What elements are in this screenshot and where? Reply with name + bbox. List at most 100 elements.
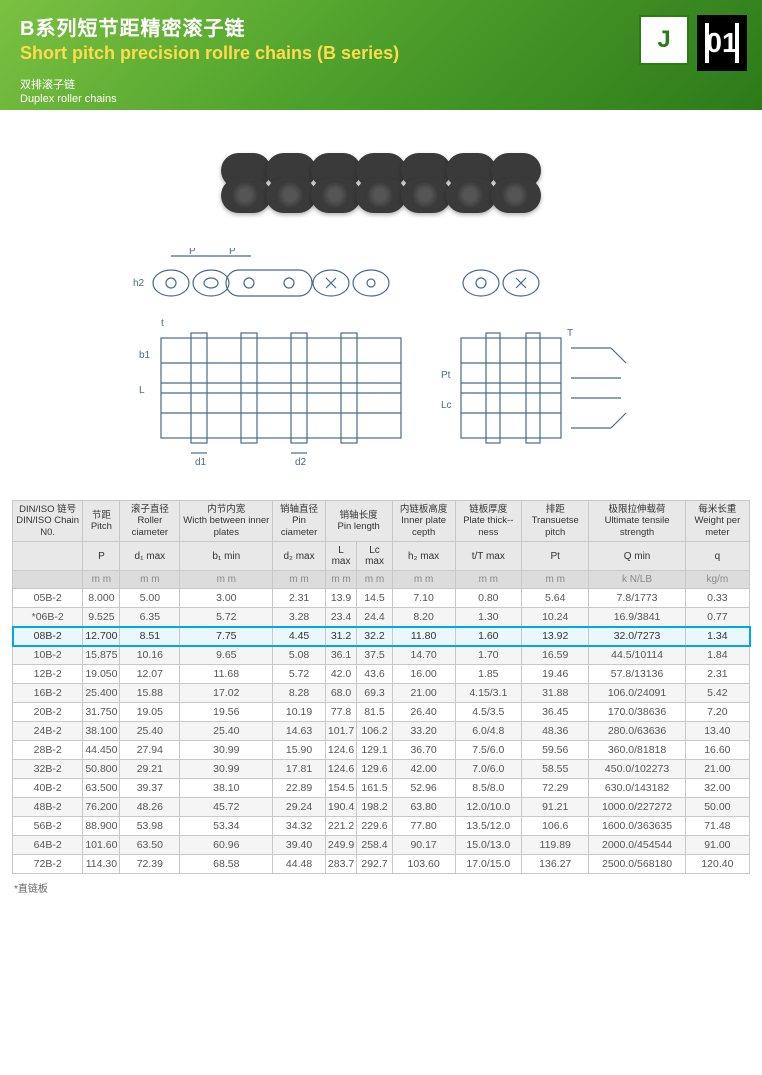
col-unit-10: k N/LB [589, 571, 685, 589]
table-row: 72B-2114.3072.3968.5844.48283.7292.7103.… [13, 855, 750, 874]
table-cell: 10.19 [273, 703, 325, 722]
table-cell: 72.39 [120, 855, 180, 874]
dim-p1: P [189, 248, 196, 257]
table-cell: 0.33 [685, 589, 749, 608]
table-cell: 77.8 [325, 703, 357, 722]
table-cell: 13.9 [325, 589, 357, 608]
table-cell: 15.88 [120, 684, 180, 703]
table-cell: 29.24 [273, 798, 325, 817]
table-cell: 10.16 [120, 646, 180, 665]
table-cell: 190.4 [325, 798, 357, 817]
table-cell: 37.5 [357, 646, 392, 665]
table-cell: 1000.0/227272 [589, 798, 685, 817]
table-cell: 36.1 [325, 646, 357, 665]
table-cell: 44.48 [273, 855, 325, 874]
table-cell: 57.8/13136 [589, 665, 685, 684]
col-symbol-7: h₂ max [392, 542, 455, 571]
table-row: 64B-2101.6063.5060.9639.40249.9258.490.1… [13, 836, 750, 855]
col-header-5: 销轴长度Pin length [325, 501, 392, 542]
table-cell: 19.050 [83, 665, 120, 684]
table-cell: 72B-2 [13, 855, 83, 874]
table-cell: 42.0 [325, 665, 357, 684]
table-cell: 33.20 [392, 722, 455, 741]
table-cell: 10.24 [522, 608, 589, 627]
table-cell: 48.26 [120, 798, 180, 817]
table-cell: 2000.0/454544 [589, 836, 685, 855]
table-cell: 9.525 [83, 608, 120, 627]
table-cell: 16B-2 [13, 684, 83, 703]
table-cell: 1.70 [455, 646, 521, 665]
col-unit-8: m m [455, 571, 521, 589]
col-unit-7: m m [392, 571, 455, 589]
table-cell: 229.6 [357, 817, 392, 836]
table-cell: 1.30 [455, 608, 521, 627]
diagram-section: P P h2 d1 d2 b1 L t [0, 110, 762, 500]
table-cell: 0.80 [455, 589, 521, 608]
table-cell: 68.58 [180, 855, 273, 874]
table-cell: 68.0 [325, 684, 357, 703]
col-symbol-3: b₁ min [180, 542, 273, 571]
table-row: 08B-212.7008.517.754.4531.232.211.801.60… [13, 627, 750, 646]
table-cell: 52.96 [392, 779, 455, 798]
table-cell: 8.5/8.0 [455, 779, 521, 798]
table-cell: 32B-2 [13, 760, 83, 779]
table-row: 10B-215.87510.169.655.0836.137.514.701.7… [13, 646, 750, 665]
table-cell: 50.800 [83, 760, 120, 779]
table-cell: 630.0/143182 [589, 779, 685, 798]
title-chinese: B系列短节距精密滚子链 [20, 12, 742, 41]
table-cell: 48B-2 [13, 798, 83, 817]
table-cell: 36.70 [392, 741, 455, 760]
table-cell: 8.20 [392, 608, 455, 627]
table-cell: 05B-2 [13, 589, 83, 608]
table-cell: 63.80 [392, 798, 455, 817]
col-symbol-8: t/T max [455, 542, 521, 571]
table-cell: 25.40 [180, 722, 273, 741]
table-cell: 32.00 [685, 779, 749, 798]
footnote: *直链板 [0, 874, 762, 901]
table-cell: 7.10 [392, 589, 455, 608]
table-cell: 1.60 [455, 627, 521, 646]
table-cell: 10B-2 [13, 646, 83, 665]
table-cell: 81.5 [357, 703, 392, 722]
table-cell: 31.750 [83, 703, 120, 722]
table-cell: 69.3 [357, 684, 392, 703]
table-cell: 11.68 [180, 665, 273, 684]
table-cell: 19.56 [180, 703, 273, 722]
table-cell: 5.72 [180, 608, 273, 627]
table-cell: 13.40 [685, 722, 749, 741]
col-symbol-9: Pt [522, 542, 589, 571]
table-cell: 280.0/63636 [589, 722, 685, 741]
table-cell: 12B-2 [13, 665, 83, 684]
table-header: DIN/ISO 链号DIN/ISO Chain N0.节距Pitch滚子直径Ro… [13, 501, 750, 589]
table-cell: 16.9/3841 [589, 608, 685, 627]
table-row: 16B-225.40015.8817.028.2868.069.321.004.… [13, 684, 750, 703]
table-cell: 53.98 [120, 817, 180, 836]
svg-text:T: T [567, 328, 573, 339]
subtitle-chinese: 双排滚子链 [20, 76, 742, 92]
table-cell: 44.5/10114 [589, 646, 685, 665]
table-cell: 28B-2 [13, 741, 83, 760]
table-cell: 15.0/13.0 [455, 836, 521, 855]
table-cell: 9.65 [180, 646, 273, 665]
col-header-6: 内链板高度Inner plate cepth [392, 501, 455, 542]
table-cell: 21.00 [685, 760, 749, 779]
table-cell: 43.6 [357, 665, 392, 684]
table-cell: 19.46 [522, 665, 589, 684]
table-cell: 360.0/81818 [589, 741, 685, 760]
col-symbol-0 [13, 542, 83, 571]
table-cell: 2.31 [685, 665, 749, 684]
subtitle-english: Duplex roller chains [20, 93, 742, 105]
col-header-10: 每米长重Weight per meter [685, 501, 749, 542]
title-english: Short pitch precision rollre chains (B s… [20, 43, 742, 64]
col-symbol-2: d₁ max [120, 542, 180, 571]
spec-table-wrapper: DIN/ISO 链号DIN/ISO Chain N0.节距Pitch滚子直径Ro… [0, 500, 762, 874]
table-cell: 11.80 [392, 627, 455, 646]
table-cell: 58.55 [522, 760, 589, 779]
col-header-2: 滚子直径Roller ciameter [120, 501, 180, 542]
col-unit-11: kg/m [685, 571, 749, 589]
col-symbol-6: Lc max [357, 542, 392, 571]
table-body: 05B-28.0005.003.002.3113.914.57.100.805.… [13, 589, 750, 874]
table-cell: 124.6 [325, 741, 357, 760]
table-cell: 91.21 [522, 798, 589, 817]
table-cell: 56B-2 [13, 817, 83, 836]
